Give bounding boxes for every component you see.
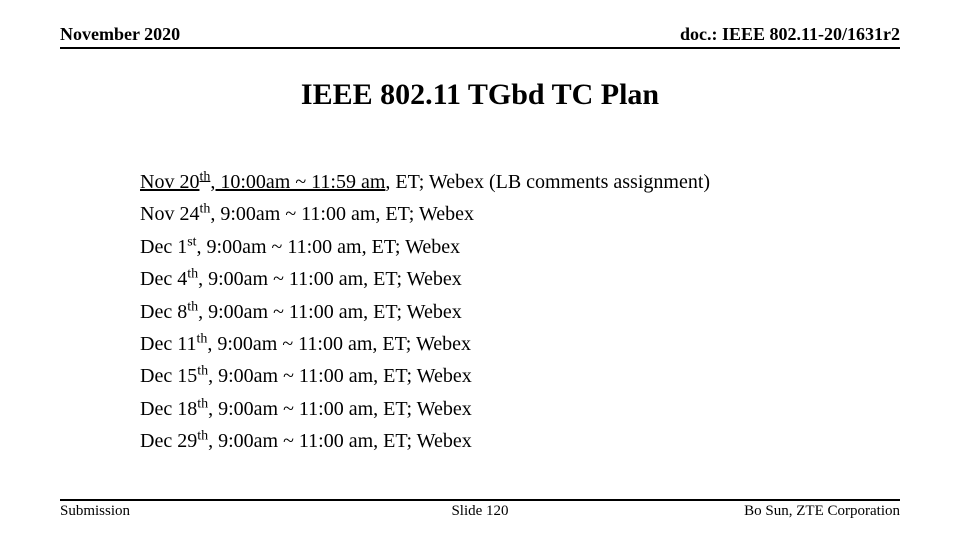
schedule-item: Dec 18th, 9:00am ~ 11:00 am, ET; Webex: [140, 393, 920, 425]
schedule-details: , 9:00am ~ 11:00 am, ET; Webex: [198, 301, 462, 323]
schedule-item: Dec 15th, 9:00am ~ 11:00 am, ET; Webex: [140, 360, 920, 392]
schedule-ordinal: th: [196, 331, 207, 346]
schedule-details: , 9:00am ~ 11:00 am, ET; Webex: [208, 398, 472, 420]
schedule-ordinal: th: [197, 364, 208, 379]
schedule-ordinal: st: [187, 234, 196, 249]
schedule-date: Dec 29: [140, 430, 197, 452]
schedule-ordinal: th: [187, 299, 198, 314]
slide-footer: Submission Slide 120 Bo Sun, ZTE Corpora…: [60, 499, 900, 520]
header-date: November 2020: [60, 24, 180, 45]
slide-title: IEEE 802.11 TGbd TC Plan: [0, 78, 960, 112]
schedule-date: Dec 1: [140, 236, 187, 258]
schedule-details: , 9:00am ~ 11:00 am, ET; Webex: [210, 203, 474, 225]
schedule-date: Nov 20: [140, 171, 199, 193]
schedule-date: Dec 4: [140, 268, 187, 290]
schedule-item: Nov 20th, 10:00am ~ 11:59 am, ET; Webex …: [140, 166, 920, 198]
schedule-details: , 9:00am ~ 11:00 am, ET; Webex: [198, 268, 462, 290]
schedule-item: Dec 11th, 9:00am ~ 11:00 am, ET; Webex: [140, 328, 920, 360]
schedule-ordinal: th: [199, 169, 210, 184]
slide: November 2020 doc.: IEEE 802.11-20/1631r…: [0, 0, 960, 540]
schedule-list: Nov 20th, 10:00am ~ 11:59 am, ET; Webex …: [140, 166, 920, 458]
schedule-date: Dec 15: [140, 365, 197, 387]
schedule-item: Dec 4th, 9:00am ~ 11:00 am, ET; Webex: [140, 263, 920, 295]
schedule-details: , ET; Webex (LB comments assignment): [385, 171, 710, 193]
schedule-date: Nov 24: [140, 203, 199, 225]
slide-header: November 2020 doc.: IEEE 802.11-20/1631r…: [60, 24, 900, 49]
schedule-ordinal: th: [197, 396, 208, 411]
footer-right: Bo Sun, ZTE Corporation: [744, 503, 900, 520]
schedule-date: Dec 11: [140, 333, 196, 355]
header-docref: doc.: IEEE 802.11-20/1631r2: [680, 24, 900, 45]
schedule-ordinal: th: [199, 202, 210, 217]
schedule-time: , 10:00am ~ 11:59 am: [210, 171, 385, 193]
schedule-ordinal: th: [197, 428, 208, 443]
schedule-details: , 9:00am ~ 11:00 am, ET; Webex: [207, 333, 471, 355]
schedule-date: Dec 8: [140, 301, 187, 323]
schedule-date: Dec 18: [140, 398, 197, 420]
footer-left: Submission: [60, 503, 130, 520]
schedule-item: Nov 24th, 9:00am ~ 11:00 am, ET; Webex: [140, 198, 920, 230]
schedule-item: Dec 8th, 9:00am ~ 11:00 am, ET; Webex: [140, 296, 920, 328]
schedule-details: , 9:00am ~ 11:00 am, ET; Webex: [208, 430, 472, 452]
schedule-details: , 9:00am ~ 11:00 am, ET; Webex: [208, 365, 472, 387]
schedule-details: , 9:00am ~ 11:00 am, ET; Webex: [197, 236, 461, 258]
schedule-item: Dec 1st, 9:00am ~ 11:00 am, ET; Webex: [140, 231, 920, 263]
schedule-item: Dec 29th, 9:00am ~ 11:00 am, ET; Webex: [140, 425, 920, 457]
schedule-ordinal: th: [187, 267, 198, 282]
